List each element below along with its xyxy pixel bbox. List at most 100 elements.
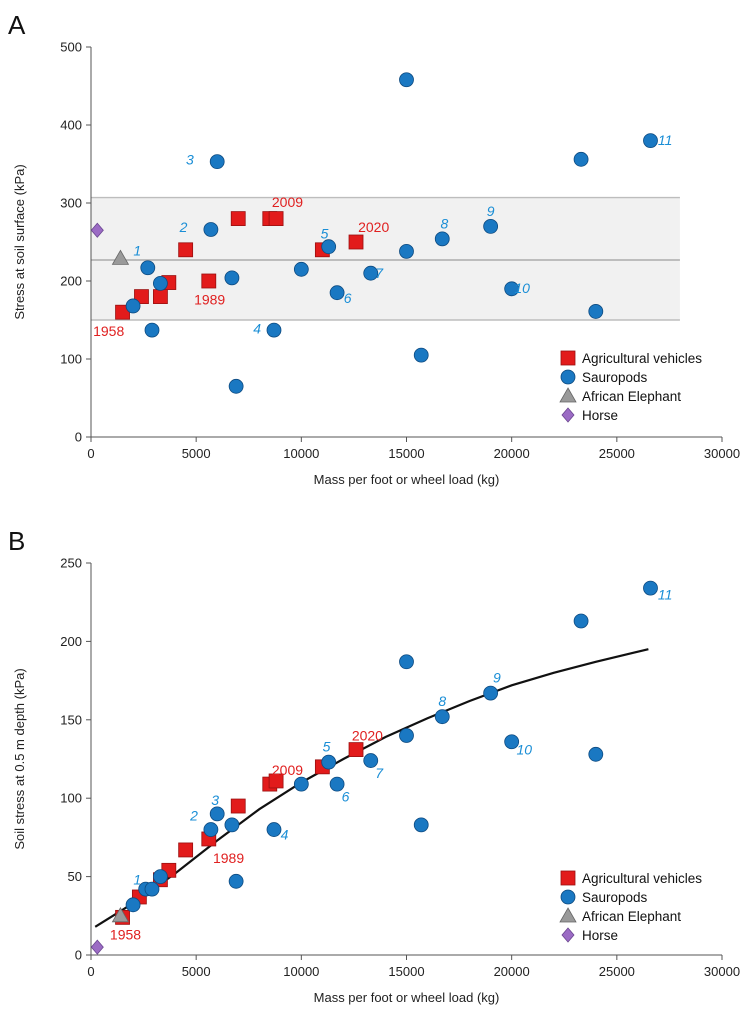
x-tick-label: 15000	[388, 446, 424, 461]
reference-band	[91, 197, 680, 320]
legend-label-elephant: African Elephant	[582, 909, 681, 924]
sauropod-number-label: 7	[375, 765, 384, 781]
x-tick-label: 10000	[283, 446, 319, 461]
sauropods-point	[125, 897, 141, 913]
sauropod-number-label: 11	[658, 132, 673, 148]
x-tick-label: 0	[87, 964, 94, 979]
sauropod-number-label: 4	[253, 321, 261, 337]
legend-label-elephant: African Elephant	[582, 389, 681, 404]
legend-marker-elephant	[559, 387, 577, 403]
sauropods-point	[588, 746, 604, 762]
agricultural-point	[268, 211, 284, 227]
sauropods-point	[266, 822, 282, 837]
y-axis-title: Stress at soil surface (kPa)	[12, 164, 27, 319]
vehicle-year-label: 1958	[93, 323, 124, 339]
y-tick-label: 200	[60, 274, 82, 289]
agricultural-point	[178, 842, 194, 858]
legend-marker-horse	[561, 407, 575, 423]
y-tick-label: 300	[60, 196, 82, 211]
chart-panel-b: B 0 50 100 150 200 250 0 5000 10000 15000 20000 2500…	[8, 526, 740, 1005]
vehicle-year-label: 2009	[272, 762, 303, 778]
x-axis-title: Mass per foot or wheel load (kg)	[314, 990, 500, 1005]
x-tick-label: 0	[87, 446, 94, 461]
x-tick-label: 30000	[704, 964, 740, 979]
sauropod-number-label: 6	[344, 290, 352, 306]
sauropods-point	[643, 133, 658, 149]
legend-label-agricultural: Agricultural vehicles	[582, 871, 702, 886]
legend-marker-horse	[561, 927, 575, 943]
legend-label-horse: Horse	[582, 408, 618, 423]
sauropod-number-label: 2	[189, 807, 198, 823]
legend-label-horse: Horse	[582, 928, 618, 943]
legend-label-sauropods: Sauropods	[582, 890, 648, 905]
sauropod-number-label: 10	[516, 742, 532, 758]
sauropods-point	[321, 239, 337, 255]
sauropods-point	[504, 281, 520, 297]
sauropods-point	[125, 298, 141, 314]
x-axis-title: Mass per foot or wheel load (kg)	[314, 472, 500, 487]
sauropod-number-label: 8	[438, 693, 446, 709]
agricultural-point	[201, 273, 217, 289]
sauropods-point	[224, 817, 240, 833]
sauropods-point	[483, 685, 499, 701]
sauropods-point	[504, 734, 520, 750]
sauropods-point	[399, 72, 414, 88]
y-tick-label: 500	[60, 40, 82, 55]
y-tick-label: 150	[60, 712, 82, 727]
elephant-point	[111, 906, 130, 923]
x-tick-label: 30000	[704, 446, 740, 461]
agricultural-point	[268, 773, 284, 789]
vehicle-year-label: 2020	[352, 727, 383, 743]
vehicle-year-label: 1989	[213, 850, 244, 866]
sauropods-point	[321, 754, 337, 770]
x-tick-label: 5000	[182, 446, 211, 461]
sauropods-point	[434, 709, 450, 725]
legend-marker-sauropods	[560, 369, 576, 385]
sauropods-point	[140, 260, 156, 276]
sauropods-point	[144, 322, 160, 338]
y-tick-label: 0	[75, 948, 82, 963]
legend-label-sauropods: Sauropods	[582, 370, 648, 385]
sauropod-number-label: 2	[179, 219, 188, 235]
vehicle-year-label: 2009	[272, 194, 303, 210]
horse-point	[90, 222, 104, 238]
legend: Agricultural vehicles Sauropods African El…	[559, 350, 702, 423]
sauropod-number-label: 5	[321, 225, 329, 241]
agricultural-point	[178, 242, 194, 258]
x-tick-label: 20000	[494, 446, 530, 461]
y-tick-label: 200	[60, 634, 82, 649]
y-tick-label: 100	[60, 352, 82, 367]
legend-marker-agricultural	[560, 350, 576, 366]
sauropod-number-label: 1	[133, 243, 141, 259]
sauropod-number-label: 3	[186, 151, 194, 167]
sauropods-point	[399, 654, 414, 670]
sauropod-number-label: 3	[211, 792, 219, 808]
agricultural-point	[153, 289, 168, 305]
sauropods-point	[329, 285, 345, 301]
y-tick-label: 50	[68, 869, 82, 884]
agricultural-point	[348, 742, 364, 757]
sauropods-point	[413, 817, 429, 833]
agricultural-point	[230, 211, 246, 227]
panel-letter: A	[8, 10, 26, 40]
sauropods-point	[228, 873, 244, 889]
legend: Agricultural vehicles Sauropods African El…	[559, 870, 702, 943]
vehicle-year-label: 1958	[110, 927, 141, 943]
y-tick-label: 0	[75, 430, 82, 445]
sauropod-number-label: 7	[375, 265, 384, 281]
sauropods-point	[203, 822, 219, 837]
agricultural-point	[348, 234, 364, 250]
sauropods-point	[266, 322, 282, 338]
sauropods-point	[228, 378, 244, 394]
vehicle-year-label: 2020	[358, 219, 389, 235]
legend-label-agricultural: Agricultural vehicles	[582, 351, 702, 366]
panel-letter: B	[8, 526, 25, 556]
agricultural-point	[134, 289, 149, 305]
sauropod-number-label: 5	[323, 738, 331, 754]
sauropod-number-label: 11	[658, 586, 673, 602]
sauropods-point	[363, 753, 379, 768]
sauropods-point	[643, 580, 658, 596]
sauropods-point	[209, 806, 225, 822]
